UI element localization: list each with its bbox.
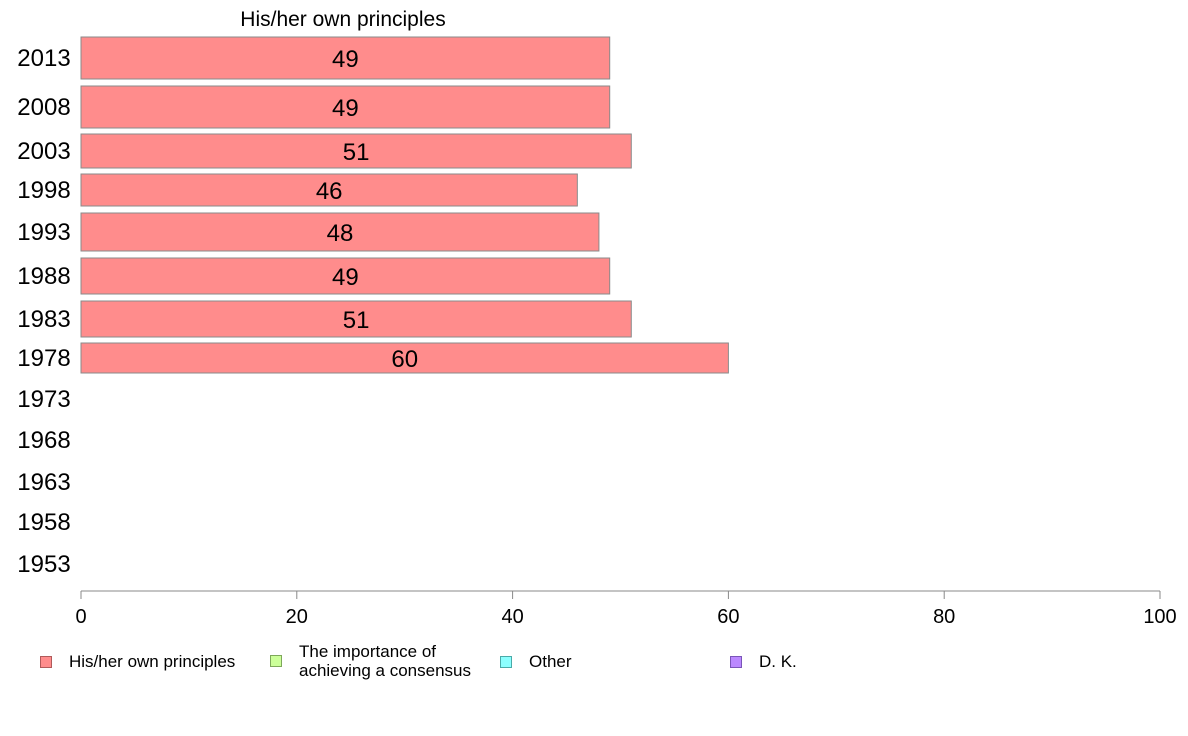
data-label-1993: 48 bbox=[327, 220, 354, 247]
data-label-2003: 51 bbox=[343, 139, 370, 166]
legend-label-1: The importance of achieving a consensus bbox=[299, 642, 472, 680]
legend-label-3: D. K. bbox=[759, 652, 797, 671]
y-tick-label-1983: 1983 bbox=[17, 306, 70, 333]
legend-item-3: D. K. bbox=[730, 652, 797, 671]
y-tick-label-1988: 1988 bbox=[17, 263, 70, 290]
chart: His/her own principles 4949514648495160 … bbox=[17, 8, 1177, 628]
legend-label-2: Other bbox=[529, 652, 572, 671]
bar-1998-s0 bbox=[80, 173, 578, 207]
legend-swatch-1 bbox=[270, 655, 282, 667]
bar-1978-s0 bbox=[80, 342, 729, 374]
legend-swatch-3 bbox=[730, 655, 742, 668]
x-tick-label-0: 0 bbox=[75, 606, 86, 628]
bar-1993-s0 bbox=[80, 212, 600, 252]
y-tick-label-1978: 1978 bbox=[17, 345, 70, 372]
data-label-2013: 49 bbox=[332, 46, 359, 73]
chart-title: His/her own principles bbox=[240, 8, 445, 31]
y-tick-label-1968: 1968 bbox=[17, 427, 70, 454]
bar-1988-s0 bbox=[80, 257, 611, 295]
data-label-1983: 51 bbox=[343, 307, 370, 334]
data-label-1998: 46 bbox=[316, 178, 343, 205]
data-label-1978: 60 bbox=[391, 346, 418, 373]
legend-item-2: Other bbox=[500, 652, 572, 671]
y-tick-label-2013: 2013 bbox=[17, 45, 70, 72]
y-tick-label-1973: 1973 bbox=[17, 386, 70, 413]
y-tick-label-1993: 1993 bbox=[17, 219, 70, 246]
x-tick-label-40: 40 bbox=[501, 606, 523, 628]
y-axis-labels: 2013 2008 2003 1998 1993 1988 1983 1978 1973 1968… bbox=[17, 45, 70, 578]
legend-label-0: His/her own principles bbox=[69, 652, 236, 671]
legend-swatch-0 bbox=[40, 655, 52, 668]
legend-swatch-2 bbox=[500, 655, 512, 668]
x-tick-label-60: 60 bbox=[717, 606, 739, 628]
data-label-1988: 49 bbox=[332, 264, 359, 291]
x-tick-label-100: 100 bbox=[1143, 606, 1176, 628]
bar-2003-s0 bbox=[80, 133, 632, 169]
data-label-2008: 49 bbox=[332, 95, 359, 122]
bar-2008-s0 bbox=[80, 85, 611, 129]
legend: His/her own principles The importance of … bbox=[0, 642, 1188, 692]
legend-item-1: The importance of achieving a consensus bbox=[270, 642, 471, 680]
x-tick-label-80: 80 bbox=[933, 606, 955, 628]
y-tick-label-1963: 1963 bbox=[17, 469, 70, 496]
x-tick-label-20: 20 bbox=[286, 606, 308, 628]
bar-2013-s0 bbox=[80, 36, 611, 80]
y-tick-label-1958: 1958 bbox=[17, 509, 70, 536]
y-tick-label-1998: 1998 bbox=[17, 177, 70, 204]
bar-1983-s0 bbox=[80, 300, 632, 338]
y-tick-label-1953: 1953 bbox=[17, 551, 70, 578]
x-axis: 0 20 40 60 80 100 bbox=[75, 590, 1177, 628]
legend-item-0: His/her own principles bbox=[40, 652, 235, 671]
y-tick-label-2008: 2008 bbox=[17, 94, 70, 121]
y-tick-label-2003: 2003 bbox=[17, 138, 70, 165]
